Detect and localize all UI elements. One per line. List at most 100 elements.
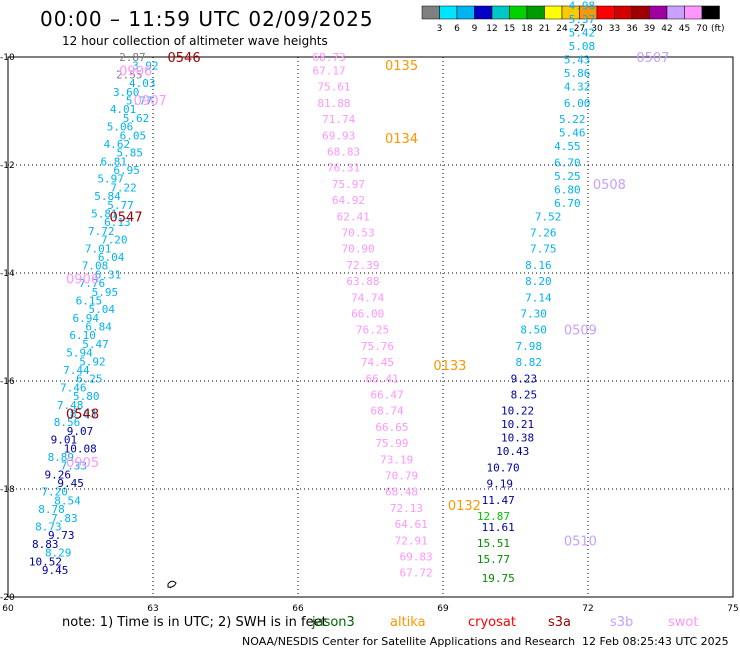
data-points: 12.87 15.51 15.77 19.75 11.61 11.47 9.19 10.70 1… — [313, 0, 596, 585]
colorbar-swatch — [631, 5, 650, 20]
wave-height-point: 5.43 — [564, 54, 591, 67]
colorbar-swatch — [701, 5, 720, 20]
wave-height-point: 8.82 — [516, 356, 543, 369]
pass-labels: 0546 0906 0907 0547 0906 0548 0905 0135 0134 0133… — [66, 51, 669, 549]
wave-height-point: 7.76 — [79, 277, 106, 290]
wave-height-point: 81.88 — [317, 97, 350, 110]
wave-height-point: 9.45 — [42, 564, 68, 577]
wave-height-point: 75.76 — [361, 340, 394, 353]
wave-height-point: 64.92 — [332, 194, 365, 207]
wave-height-point: 68.73 — [313, 51, 346, 64]
colorbar-swatch — [526, 5, 545, 20]
wave-height-point: 5.25 — [554, 170, 581, 183]
chart-title: 00:00 – 11:59 UTC 02/09/2025 — [40, 7, 374, 31]
footer-credit: NOAA/NESDIS Center for Satellite Applica… — [242, 635, 575, 648]
wave-height-point: 76.25 — [356, 324, 389, 337]
colorbar-swatch — [491, 5, 510, 20]
pass-number-label: 0134 — [385, 132, 418, 147]
wave-height-point: 5.22 — [559, 113, 586, 126]
footer-timestamp: 12 Feb 08:25:43 UTC 2025 — [582, 635, 729, 648]
colorbar-tick-label: 39 — [644, 24, 656, 34]
plot-frame — [7, 56, 734, 598]
pass-number-label: 0132 — [448, 499, 481, 514]
x-tick-label: 75 — [727, 604, 738, 614]
wave-height-point: 75.61 — [317, 81, 350, 94]
colorbar-tick-label: 15 — [504, 24, 515, 34]
wave-height-point: 5.47 — [82, 338, 109, 351]
pass-number-label: 0546 — [168, 51, 201, 66]
wave-height-point: 69.93 — [322, 129, 355, 142]
legend-entry-altika: altika — [390, 615, 426, 630]
x-tick-label: 69 — [437, 604, 449, 614]
y-tick-label: -16 — [0, 377, 15, 387]
colorbar-tick-label: 9 — [472, 24, 478, 34]
colorbar-tick-label: 36 — [626, 24, 638, 34]
wave-height-point: 5.81 — [91, 208, 118, 221]
wave-height-point: 5.86 — [564, 67, 591, 80]
wave-height-point: 5.97 — [97, 173, 124, 186]
wave-height-point: 6.70 — [554, 197, 581, 210]
wave-height-point: 63.88 — [346, 275, 379, 288]
wave-height-point: 6.05 — [120, 129, 147, 142]
pass-number-label: 0510 — [564, 534, 597, 549]
colorbar-tick-label: 45 — [679, 24, 690, 34]
colorbar-swatch — [544, 5, 563, 20]
wave-height-point: 8.29 — [45, 547, 72, 560]
wave-height-point: 5.80 — [73, 390, 100, 403]
colorbar-tick-label: 21 — [539, 24, 550, 34]
wave-height-point: 8.25 — [511, 389, 537, 402]
wave-height-point: 7.72 — [88, 225, 115, 238]
wave-height-point: 68.83 — [327, 146, 360, 159]
wave-height-point: 73.19 — [380, 453, 413, 466]
pass-number-label: 0548 — [66, 407, 99, 422]
wave-height-point: 70.53 — [342, 227, 375, 240]
colorbar-tick-label: 70 — [696, 24, 708, 34]
wave-height-point: 4.01 — [110, 103, 137, 116]
colorbar-swatch — [596, 5, 615, 20]
colorbar-swatch — [649, 5, 668, 20]
wave-height-point: 9.45 — [57, 477, 83, 490]
wave-height-point: 10.70 — [487, 461, 520, 474]
wave-height-point: 7.52 — [535, 210, 562, 223]
wave-height-point: 8.20 — [525, 275, 552, 288]
colorbar-swatch — [421, 5, 440, 20]
wave-height-point: 66.00 — [351, 308, 384, 321]
x-tick-label: 72 — [582, 604, 593, 614]
pass-number-label: 0507 — [636, 51, 669, 66]
wave-height-point: 4.62 — [104, 138, 130, 151]
wave-height-point: 10.52 — [29, 555, 62, 568]
colorbar-swatch — [684, 5, 703, 20]
colorbar-tick-label: 18 — [521, 24, 533, 34]
wave-height-point: 64.61 — [395, 518, 428, 531]
wave-height-point: 9.26 — [44, 468, 71, 481]
legend-entry-s3b: s3b — [610, 615, 633, 630]
wave-height-point: 7.75 — [530, 243, 557, 256]
wave-height-point: 74.74 — [351, 291, 384, 304]
left-track-points: 2.873.922.554.033.605.774.015.625.066.05… — [29, 51, 159, 577]
colorbar-tick-label: 6 — [454, 24, 460, 34]
legend-entry-jason3: jason3 — [311, 615, 355, 630]
y-tick-label: -20 — [0, 593, 15, 603]
wave-height-point: 7.83 — [51, 512, 78, 525]
wave-height-point: 71.74 — [322, 113, 355, 126]
wave-height-point: 2.55 — [116, 68, 143, 81]
colorbar-tick-label: 30 — [591, 24, 603, 34]
wave-height-point: 4.32 — [564, 81, 591, 94]
colorbar-swatch — [439, 5, 458, 20]
wave-height-point: 66.41 — [366, 372, 399, 385]
wave-height-point: 5.06 — [107, 121, 134, 134]
wave-height-point: 19.75 — [482, 572, 515, 585]
wave-height-point: 5.62 — [123, 112, 149, 125]
wave-height-point: 7.33 — [61, 460, 88, 473]
wave-height-point: 8.03 — [70, 407, 97, 420]
wave-height-point: 9.19 — [487, 478, 514, 491]
wave-height-point: 5.77 — [126, 94, 153, 107]
wave-height-point: 7.20 — [41, 486, 68, 499]
wave-height-point: 7.08 — [82, 260, 109, 273]
colorbar-swatch — [456, 5, 475, 20]
wave-height-point: 75.97 — [332, 178, 365, 191]
wave-height-point: 10.08 — [64, 442, 97, 455]
pass-number-label: 0509 — [564, 324, 597, 339]
wave-height-point: 66.47 — [371, 389, 404, 402]
